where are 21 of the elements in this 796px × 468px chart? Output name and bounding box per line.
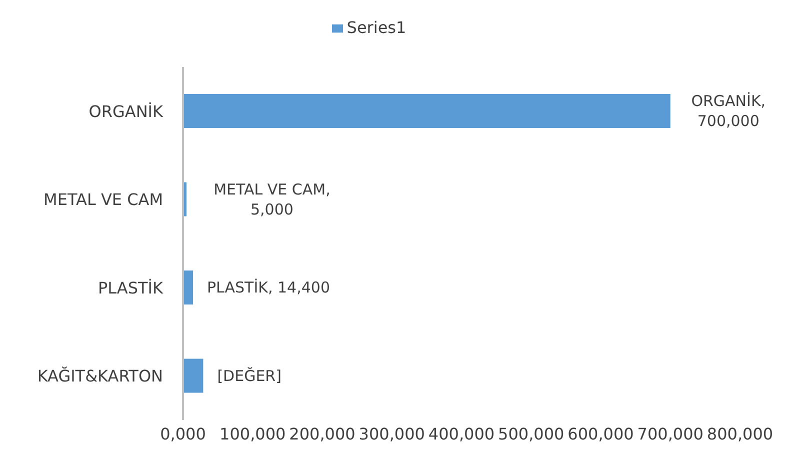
- bar: [183, 270, 194, 304]
- data-label: [DEĞER]: [217, 366, 282, 385]
- legend-label: Series1: [346, 18, 406, 37]
- x-tick-label: 600,000: [568, 424, 634, 444]
- y-tick-label: METAL VE CAM: [44, 190, 163, 210]
- data-label: PLASTİK, 14,400: [207, 278, 330, 296]
- x-tick-label: 100,000: [220, 424, 286, 444]
- x-tick-label: 400,000: [428, 424, 495, 444]
- x-tick-label: 500,000: [498, 424, 564, 444]
- data-label: METAL VE CAM, 5,000: [214, 180, 330, 218]
- x-tick-label: 700,000: [637, 424, 704, 444]
- data-label: ORGANİK, 700,000: [691, 92, 766, 130]
- x-tick-label: 300,000: [358, 424, 425, 444]
- bar: [183, 94, 670, 128]
- x-tick-label: 0,000: [160, 424, 206, 444]
- x-tick-label: 200,000: [289, 424, 356, 444]
- y-tick-label: PLASTİK: [98, 278, 164, 298]
- y-tick-label: ORGANİK: [88, 102, 164, 121]
- bar: [183, 358, 204, 393]
- x-tick-label: 800,000: [706, 424, 774, 444]
- y-tick-label: KAĞIT&KARTON: [37, 366, 163, 386]
